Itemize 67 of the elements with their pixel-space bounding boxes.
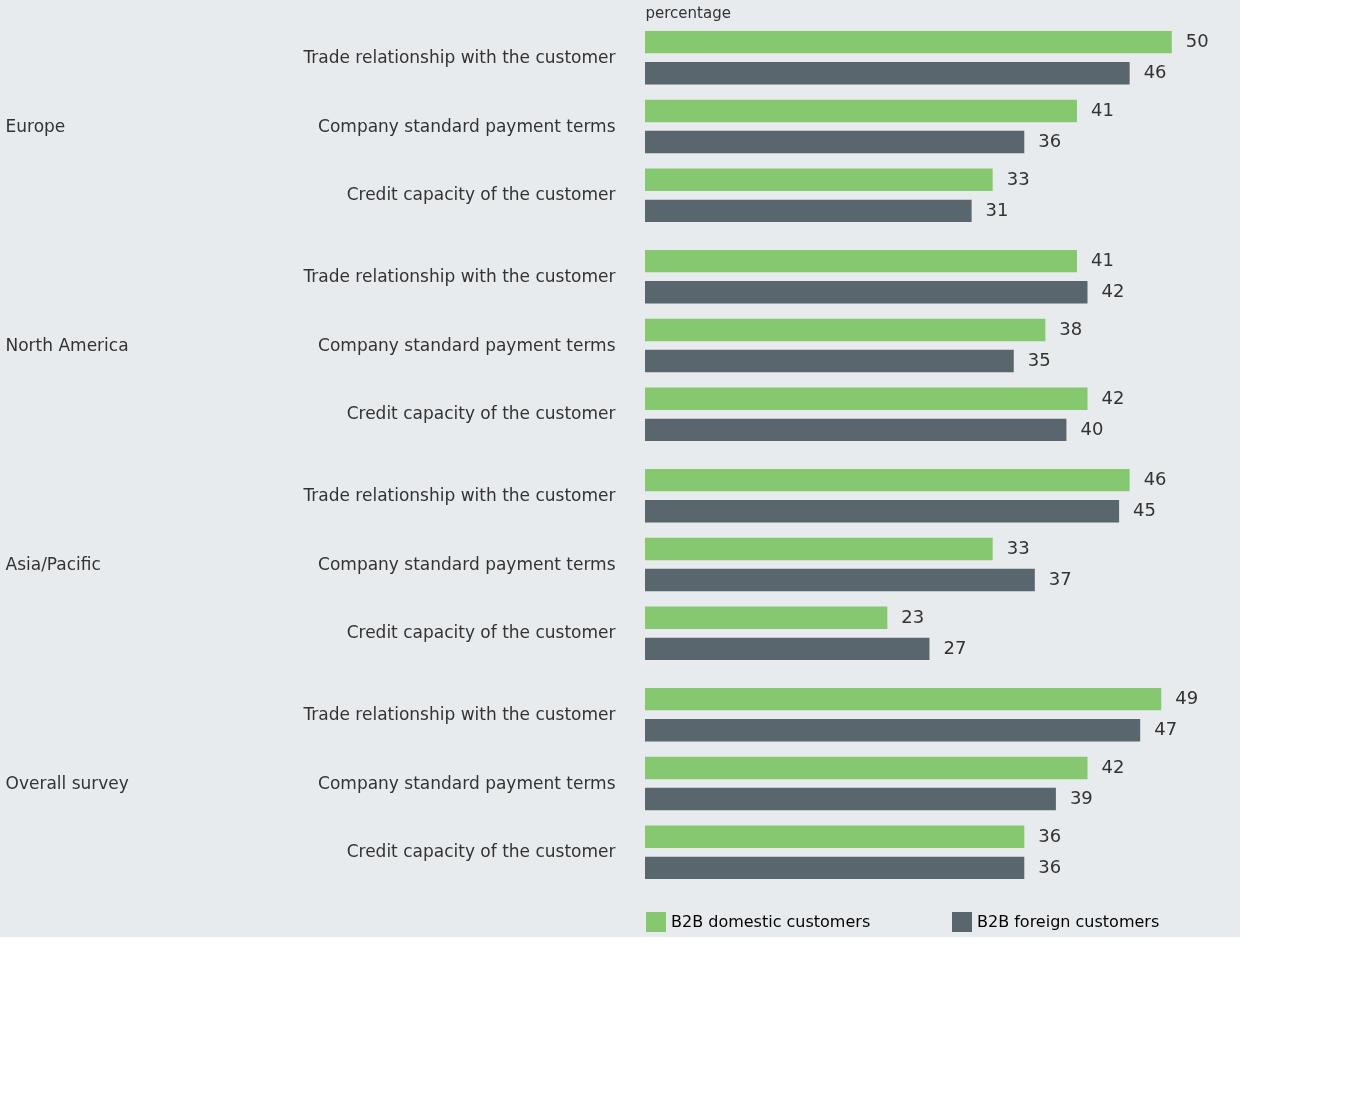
bar xyxy=(645,99,1077,123)
bar xyxy=(645,787,1056,811)
bar xyxy=(645,468,1130,492)
data-label: 36 xyxy=(1038,855,1062,877)
data-label: 27 xyxy=(943,636,967,658)
bar xyxy=(645,568,1035,592)
y-axis-title: Europe xyxy=(5,116,66,136)
data-label: 40 xyxy=(1080,417,1104,439)
y-tick-label: Company standard payment terms xyxy=(318,553,616,574)
data-label: 46 xyxy=(1143,468,1167,490)
bar xyxy=(645,130,1025,154)
bar xyxy=(645,168,993,191)
bar xyxy=(645,387,1088,410)
y-tick-label: Trade relationship with the customer xyxy=(302,703,616,724)
bar xyxy=(645,606,888,629)
data-label: 23 xyxy=(901,605,925,627)
y-tick-label: Company standard payment terms xyxy=(318,115,616,136)
data-label: 42 xyxy=(1101,280,1125,302)
data-label: 31 xyxy=(985,198,1009,220)
data-label: 39 xyxy=(1069,787,1093,809)
bar xyxy=(645,756,1088,780)
y-axis-title: Asia/Pacific xyxy=(5,554,101,574)
data-label: 50 xyxy=(1185,30,1209,52)
x-axis-title: percentage xyxy=(645,3,731,22)
y-axis-title: North America xyxy=(5,335,129,355)
legend-label: B2B foreign customers xyxy=(977,912,1160,931)
legend-label: B2B domestic customers xyxy=(671,912,871,931)
y-tick-label: Trade relationship with the customer xyxy=(302,484,616,505)
data-label: 33 xyxy=(1006,167,1030,189)
data-label: 45 xyxy=(1133,499,1157,521)
bar xyxy=(645,349,1014,373)
y-tick-label: Credit capacity of the customer xyxy=(346,622,616,643)
data-label: 33 xyxy=(1006,536,1030,558)
data-label: 41 xyxy=(1090,98,1114,120)
y-tick-label: Credit capacity of the customer xyxy=(346,184,616,205)
bar xyxy=(645,719,1141,742)
data-label: 41 xyxy=(1090,249,1114,271)
data-label: 36 xyxy=(1038,824,1062,846)
y-tick-label: Credit capacity of the customer xyxy=(346,403,616,424)
data-label: 37 xyxy=(1048,568,1072,590)
y-axis-title: Overall survey xyxy=(5,773,129,793)
data-label: 46 xyxy=(1143,61,1167,83)
data-label: 38 xyxy=(1059,317,1083,339)
bar xyxy=(645,825,1025,848)
bar xyxy=(645,637,930,661)
bar xyxy=(645,687,1162,711)
bar xyxy=(645,537,993,561)
y-tick-label: Company standard payment terms xyxy=(318,334,616,355)
data-label: 47 xyxy=(1154,718,1178,740)
y-tick-label: Trade relationship with the customer xyxy=(302,265,616,286)
bar xyxy=(645,199,972,223)
data-label: 42 xyxy=(1101,755,1125,777)
bar xyxy=(645,30,1172,54)
bar xyxy=(645,62,1130,85)
bar xyxy=(645,249,1077,273)
y-tick-label: Company standard payment terms xyxy=(318,772,616,793)
data-label: 49 xyxy=(1175,687,1199,709)
bar xyxy=(645,500,1120,523)
y-tick-label: Trade relationship with the customer xyxy=(302,46,616,67)
bar xyxy=(645,281,1088,304)
bar xyxy=(645,318,1046,342)
data-label: 35 xyxy=(1027,349,1051,371)
y-tick-label: Credit capacity of the customer xyxy=(346,841,616,862)
bar xyxy=(645,418,1067,442)
bar xyxy=(645,856,1025,880)
data-label: 42 xyxy=(1101,386,1125,408)
data-label: 36 xyxy=(1038,130,1062,152)
